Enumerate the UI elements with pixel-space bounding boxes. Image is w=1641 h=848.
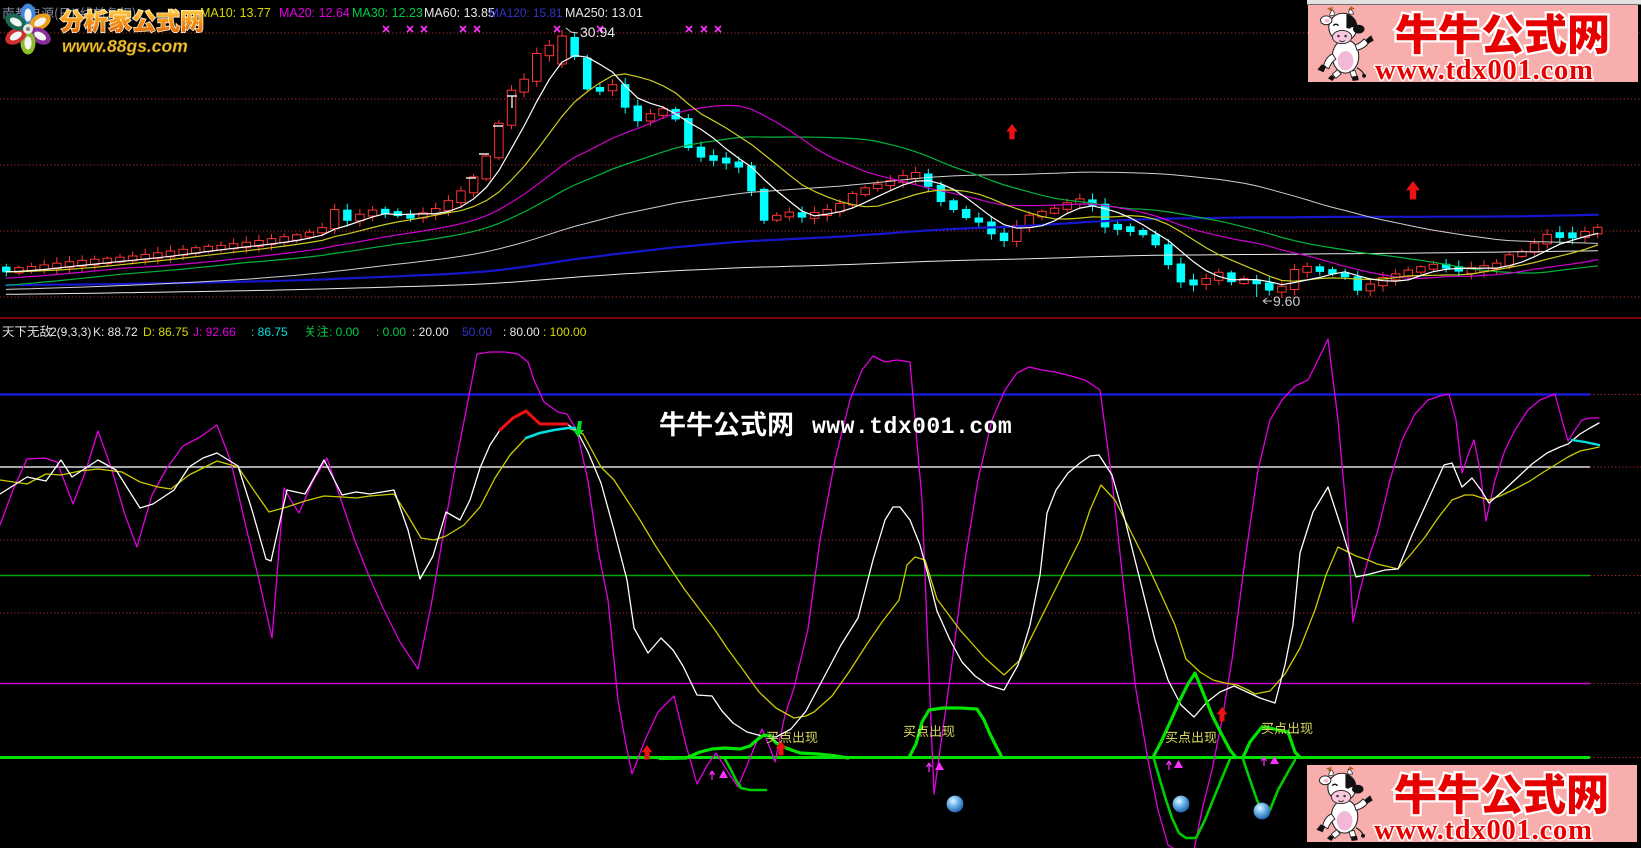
svg-text:MA30: 12.23: MA30: 12.23 [352, 6, 423, 20]
svg-text:: 20.00: : 20.00 [412, 325, 449, 339]
svg-text:MA60: 13.85: MA60: 13.85 [424, 6, 495, 20]
svg-text:www.tdx001.com: www.tdx001.com [812, 414, 1012, 440]
svg-text:D: 86.75: D: 86.75 [143, 325, 189, 339]
svg-text:30.94: 30.94 [580, 24, 615, 40]
svg-text:: 86.75: : 86.75 [251, 325, 288, 339]
svg-text:9.60: 9.60 [1273, 293, 1300, 309]
svg-text:MA120: 15.81: MA120: 15.81 [489, 6, 562, 20]
svg-text:: 80.00: : 80.00 [503, 325, 540, 339]
svg-text:www.88gs.com: www.88gs.com [62, 36, 188, 56]
svg-text:: 0.00: : 0.00 [329, 325, 359, 339]
svg-text:MA10: 13.77: MA10: 13.77 [200, 6, 271, 20]
svg-text:: 100.00: : 100.00 [543, 325, 587, 339]
svg-text:MA20: 12.64: MA20: 12.64 [279, 6, 350, 20]
svg-text:2(9,3,3): 2(9,3,3) [50, 325, 91, 339]
svg-text:50.00: 50.00 [462, 325, 492, 339]
svg-text:K: 88.72: K: 88.72 [93, 325, 138, 339]
svg-text:J: 92.66: J: 92.66 [193, 325, 236, 339]
svg-text:: 0.00: : 0.00 [376, 325, 406, 339]
svg-text:MA250: 13.01: MA250: 13.01 [565, 6, 643, 20]
